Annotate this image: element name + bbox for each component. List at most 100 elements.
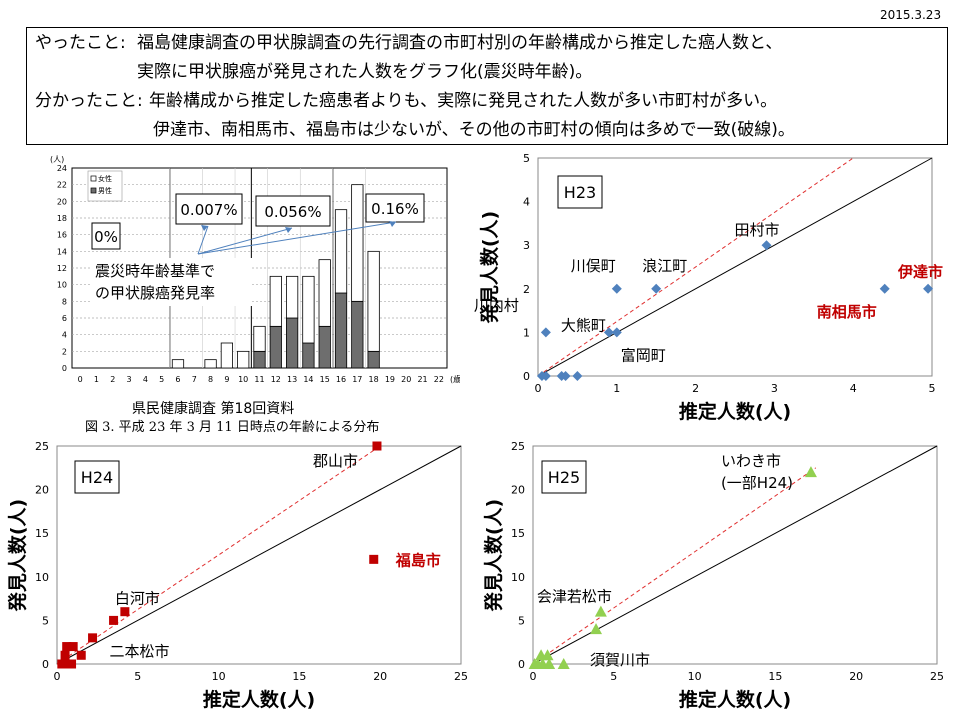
x-tick-label: 15 [292,670,306,683]
y-tick-label: 4 [62,331,67,340]
plot-title: H24 [81,468,113,487]
x-tick-label: 11 [254,375,264,384]
histogram-source: 県民健康調査 第18回資料 [132,401,295,417]
scatter-h23: 0 1 2 3 4 5 0 1 2 3 4 5 推定人数(人) 発見人数(人) H23 川俣町 浪江町川内村大熊… [474,152,943,423]
x-unit: (歳) [450,374,460,384]
bar-male-11 [253,350,266,369]
legend-swatch-female [90,175,97,182]
x-tick-label: 12 [271,375,281,384]
x-tick-label: 5 [134,670,141,683]
x-tick-label: 25 [930,670,944,683]
data-point [651,283,662,294]
x-tick-label: 13 [287,375,297,384]
bar-female-6 [171,359,185,369]
x-tick-label: 16 [336,375,346,384]
x-tick-label: 9 [224,375,229,384]
point-label: 福島市 [395,551,441,569]
data-point [594,605,607,617]
bar-female-9 [220,342,233,369]
data-point [611,327,622,338]
point-label: 川俣町 [571,257,616,275]
x-tick-label: 25 [454,670,468,683]
x-tick-label: 18 [369,375,379,384]
x-tick-label: 10 [212,670,226,683]
summary-line4: 伊達市、南相馬市、福島市は少ないが、その他の市町村の傾向は多めで一致(破線)。 [153,120,795,140]
rate-box [91,222,121,250]
x-axis-title: 推定人数(人) [679,688,791,711]
summary-line2: 実際に甲状腺癌が発見された人数をグラフ化(震災時年齢)。 [137,62,593,82]
y-axis-title: 発見人数(人) [6,499,29,612]
reference-line [56,445,462,665]
data-point [68,642,78,652]
rate-arrow [197,221,397,255]
x-tick-label: 20 [849,670,863,683]
rate-arrow [197,225,209,255]
data-point [879,283,890,294]
data-point [62,642,72,652]
x-tick-label: 0 [530,670,537,683]
x-tick-label: 5 [929,382,936,395]
y-axis-title: 発見人数(人) [478,211,501,324]
point-label: 会津若松市 [537,588,612,606]
x-tick-label: 10 [688,670,702,683]
data-point [67,659,77,669]
bar-female-15 [318,259,331,327]
point-label: 浪江町 [642,257,687,275]
y-unit: (人) [50,155,64,164]
x-tick-label: 15 [320,375,330,384]
y-tick-label: 20 [57,197,67,206]
x-tick-label: 5 [610,670,617,683]
x-tick-label: 17 [352,375,362,384]
point-label: (一部H24) [721,474,793,492]
y-tick-label: 20 [511,484,525,497]
y-tick-label: 12 [57,264,67,273]
rate-label: 0.056% [264,203,321,221]
bar-male-13 [286,317,299,369]
annotation-line1: 震災時年齢基準で [95,262,215,280]
bar-male-16 [334,292,348,369]
data-point [611,283,622,294]
bar-female-14 [302,275,315,344]
histogram-caption: 図 3. 平成 23 年 3 月 11 日時点の年齢による分布 [85,420,380,435]
data-point [540,371,551,381]
x-tick-label: 7 [192,375,197,384]
point-label: 大熊町 [561,316,606,334]
y-tick-label: 10 [511,571,525,584]
y-tick-label: 25 [35,440,49,453]
y-tick-label: 6 [62,314,67,323]
reference-line [532,445,938,665]
data-point [109,615,119,625]
data-point [560,371,571,381]
bar-female-12 [269,275,282,327]
x-tick-label: 15 [768,670,782,683]
x-tick-label: 0 [78,375,83,384]
arrow-head [201,225,208,231]
arrow-head [285,227,292,233]
y-tick-label: 1 [523,326,530,339]
y-tick-label: 5 [42,614,49,627]
y-axis-title: 発見人数(人) [482,499,505,612]
rate-label: 0% [94,228,118,246]
y-tick-label: 15 [511,527,525,540]
date-stamp: 2015.3.23 [880,8,942,22]
data-point [120,607,130,617]
y-tick-label: 2 [62,347,67,356]
summary-line3-label: 分かったこと: [35,91,143,111]
data-point [557,658,570,669]
data-point [76,650,86,660]
x-tick-label: 6 [175,375,180,384]
summary-line3: 年齢構成から推定した癌患者よりも、実際に発見された人数が多い市町村が多い。 [149,91,778,111]
y-tick-label: 16 [57,231,67,240]
scatter-h25: 0 5 10 15 20 25 0 5 10 15 20 25 推定人数(人) 発見人数(人) H25 いわき… [482,440,944,711]
point-label: いわき市 [721,452,781,470]
point-label: 伊達市 [897,263,943,281]
data-point [804,466,817,478]
x-tick-label: 4 [143,375,148,384]
x-tick-label: 21 [417,375,427,384]
summary-box: やったこと: 福島健康調査の甲状腺調査の先行調査の市町村別の年齢構成から推定した… [26,27,948,145]
x-axis-title: 推定人数(人) [679,400,791,423]
x-tick-label: 19 [385,375,395,384]
x-tick-label: 20 [401,375,411,384]
x-tick-label: 14 [303,375,313,384]
bar-female-13 [286,275,299,319]
